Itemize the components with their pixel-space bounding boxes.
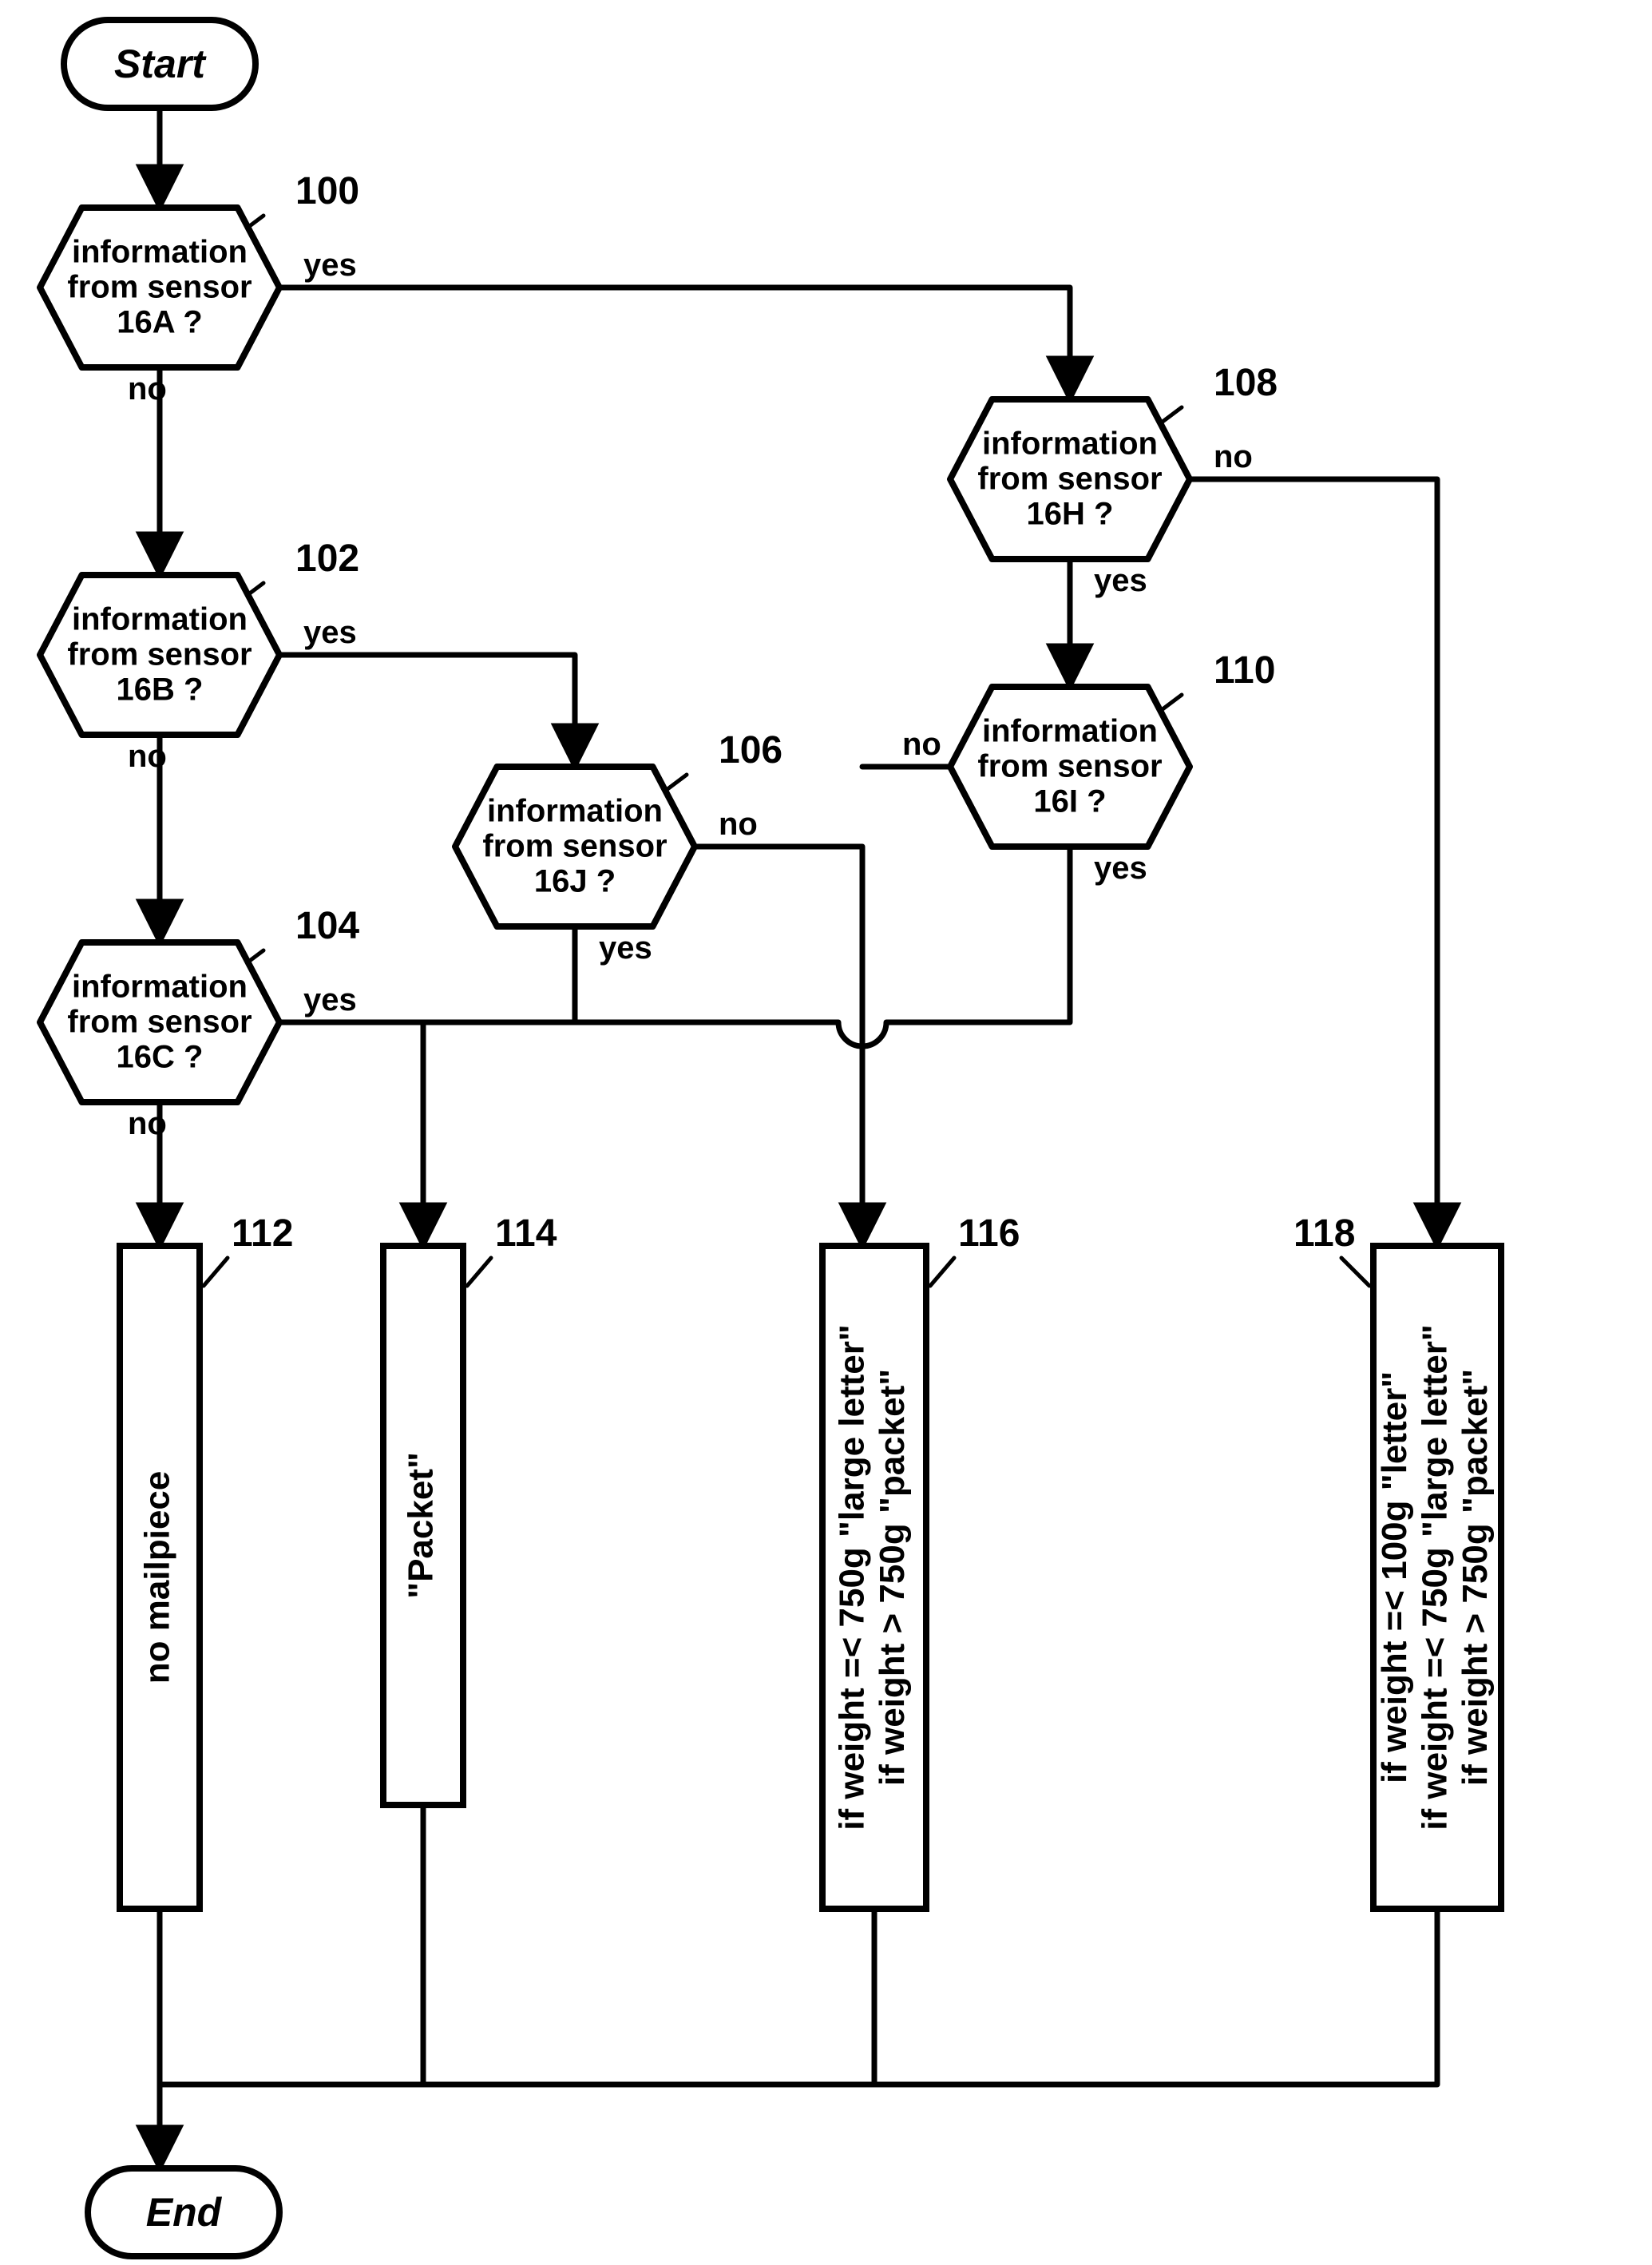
edge-label: yes xyxy=(1094,563,1147,598)
decision-text: from sensor xyxy=(67,270,252,305)
decision-text: from sensor xyxy=(482,829,667,864)
ref-label: 102 xyxy=(295,537,359,580)
decision-text: from sensor xyxy=(67,637,252,672)
terminator-label: Start xyxy=(114,42,207,86)
decision-text: 16C ? xyxy=(117,1040,204,1075)
decision-text: information xyxy=(487,794,663,829)
decision-text: 16A ? xyxy=(117,305,202,340)
decision-text: from sensor xyxy=(977,749,1162,784)
ref-label: 108 xyxy=(1214,362,1278,404)
edge-label: no xyxy=(128,739,167,774)
decision-text: 16B ? xyxy=(117,672,204,708)
flowchart-diagram: yes no yes no yes no no yes no yes no yes Start End in… xyxy=(0,0,1652,2265)
terminator-label: End xyxy=(146,2190,223,2235)
decision-text: 16H ? xyxy=(1027,497,1114,532)
ref-label: 114 xyxy=(495,1212,557,1255)
decision-text: 16J ? xyxy=(534,864,616,899)
edge-label: no xyxy=(128,1106,167,1141)
result-text: if weight > 750g "packet" xyxy=(873,1369,912,1786)
ref-label: 118 xyxy=(1293,1212,1355,1255)
edge-label: yes xyxy=(303,982,357,1017)
decision-text: information xyxy=(982,714,1158,749)
ref-label: 110 xyxy=(1214,649,1275,692)
edge-label: yes xyxy=(303,248,357,283)
result-text: if weight =< 750g "large letter" xyxy=(832,1324,871,1831)
edge-label: no xyxy=(719,807,758,842)
edge-label: yes xyxy=(1094,851,1147,886)
decision-text: from sensor xyxy=(67,1005,252,1040)
edge-label: yes xyxy=(599,930,652,966)
node-end: End xyxy=(88,2168,279,2256)
decision-text: information xyxy=(72,970,248,1005)
decision-text: information xyxy=(72,235,248,270)
edge-label: yes xyxy=(303,615,357,650)
decision-text: 16I ? xyxy=(1033,784,1106,819)
decision-text: information xyxy=(72,602,248,637)
ref-label: 106 xyxy=(719,729,782,772)
edge-label: no xyxy=(128,371,167,407)
decision-text: from sensor xyxy=(977,462,1162,497)
edge-label: no xyxy=(902,727,941,762)
edge-label: no xyxy=(1214,439,1253,474)
result-text: if weight > 750g "packet" xyxy=(1456,1369,1495,1786)
result-text: if weight =< 100g "letter" xyxy=(1375,1371,1414,1783)
ref-label: 112 xyxy=(232,1212,293,1255)
ref-label: 116 xyxy=(958,1212,1020,1255)
node-start: Start xyxy=(64,20,256,108)
decision-text: information xyxy=(982,426,1158,462)
result-text: no mailpiece xyxy=(138,1471,177,1684)
ref-label: 100 xyxy=(295,170,359,212)
result-text: "Packet" xyxy=(402,1452,441,1599)
ref-label: 104 xyxy=(295,905,359,947)
result-text: if weight =< 750g "large letter" xyxy=(1416,1324,1455,1831)
